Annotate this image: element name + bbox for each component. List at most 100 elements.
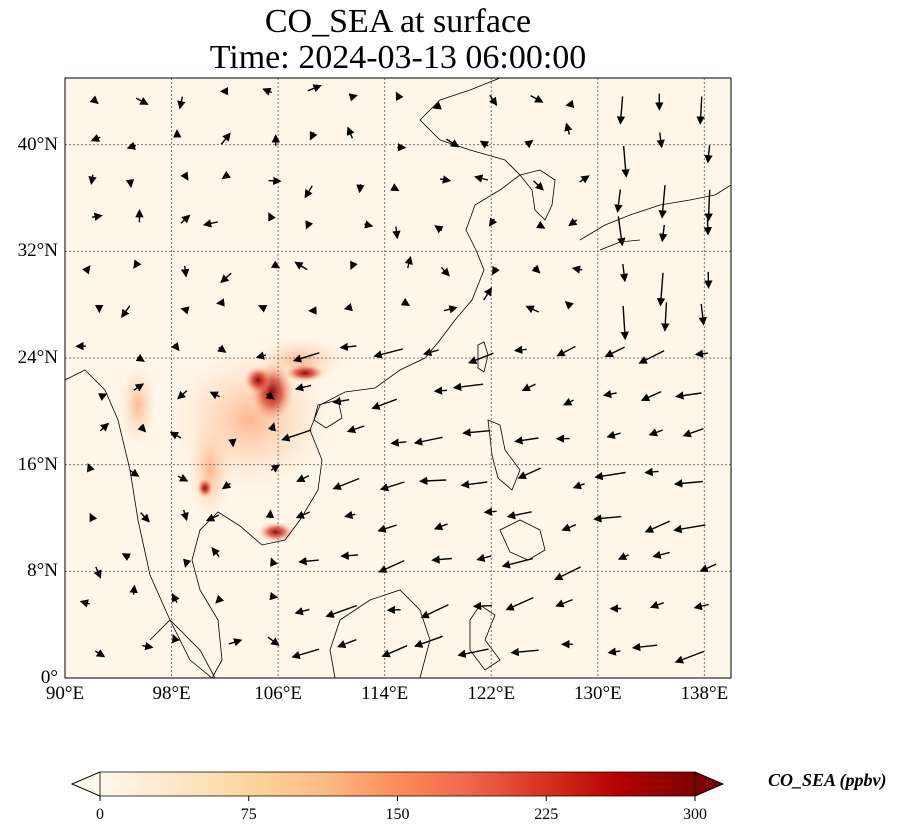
wind-arrow — [698, 303, 707, 326]
colorbar-tick-label: 225 — [534, 806, 559, 823]
wind-arrow — [180, 306, 190, 315]
wind-arrow — [269, 592, 279, 601]
colorbar-label: CO_SEA (ppbv) — [768, 770, 887, 790]
wind-arrow — [121, 305, 131, 319]
coastline-luzon — [487, 419, 521, 491]
wind-arrow — [460, 480, 488, 489]
wind-arrow — [433, 522, 448, 531]
wind-arrow — [434, 225, 444, 234]
colorbar-tick-label: 300 — [683, 806, 707, 823]
wind-arrow — [440, 266, 450, 277]
coastline-taiwan — [477, 341, 489, 373]
wind-arrow — [483, 507, 497, 516]
wind-arrow — [135, 97, 149, 105]
colorbar-extend-max — [694, 771, 725, 797]
wind-arrow — [420, 604, 449, 619]
wind-arrow — [89, 512, 98, 523]
wind-arrow — [332, 477, 360, 490]
wind-arrow — [704, 189, 713, 222]
wind-arrow — [90, 134, 101, 142]
wind-arrow — [137, 423, 147, 433]
wind-arrow — [530, 94, 544, 103]
lon-tick-label: 98°E — [152, 683, 191, 704]
wind-arrow — [395, 91, 404, 101]
wind-arrow — [413, 635, 443, 648]
coastlines — [65, 78, 731, 678]
wind-arrow — [296, 474, 310, 482]
wind-arrow — [180, 509, 189, 522]
wind-arrow — [457, 648, 489, 658]
lat-tick-label: 40°N — [17, 133, 58, 155]
wind-arrow — [268, 176, 282, 186]
wind-arrow — [216, 298, 225, 307]
wind-arrow — [221, 170, 231, 180]
wind-arrow — [621, 145, 630, 178]
wind-arrow — [658, 185, 667, 219]
wind-arrow — [228, 438, 237, 448]
wind-arrow — [305, 220, 314, 230]
wind-arrow — [563, 397, 575, 406]
wind-arrow — [267, 422, 276, 432]
wind-arrow — [644, 520, 670, 533]
lon-tick-label: 130°E — [573, 683, 622, 704]
wind-arrow — [694, 349, 708, 358]
wind-arrow — [171, 633, 180, 644]
wind-arrow — [356, 184, 365, 194]
wind-arrow — [98, 393, 108, 401]
wind-arrow — [506, 511, 532, 520]
wind-arrow — [431, 555, 452, 564]
wind-arrow — [631, 642, 658, 652]
wind-arrow — [413, 436, 443, 446]
lat-tick-label: 16°N — [17, 453, 58, 475]
wind-arrow — [344, 510, 356, 520]
wind-arrow — [696, 96, 705, 125]
wind-arrow — [294, 607, 310, 616]
wind-arrow — [561, 523, 577, 532]
wind-arrow — [443, 305, 458, 314]
wind-arrow — [531, 264, 541, 274]
wind-arrow — [467, 352, 494, 365]
wind-arrow — [336, 639, 357, 649]
wind-arrow — [656, 132, 665, 149]
wind-arrow — [176, 390, 188, 400]
wind-arrow — [491, 265, 500, 276]
wind-arrow — [221, 480, 232, 490]
wind-arrow — [607, 647, 621, 656]
wind-arrow — [704, 145, 713, 164]
wind-arrow — [142, 642, 154, 651]
wind-arrow — [703, 219, 712, 236]
wind-arrow — [488, 94, 498, 107]
wind-arrow — [644, 467, 659, 477]
wind-arrow — [89, 95, 99, 105]
wind-arrow — [82, 265, 91, 275]
wind-arrow — [348, 93, 358, 102]
wind-arrow — [432, 101, 442, 110]
wind-arrow — [292, 352, 320, 363]
wind-arrow — [202, 219, 218, 228]
map-background — [65, 78, 731, 678]
wind-arrow — [294, 383, 312, 392]
wind-arrow — [129, 468, 140, 477]
wind-arrow — [674, 650, 705, 664]
wind-arrow — [171, 593, 180, 604]
wind-arrow — [617, 552, 629, 561]
wind-arrow — [325, 604, 357, 618]
wind-arrow — [564, 122, 573, 135]
wind-arrow — [381, 645, 408, 658]
wind-arrow — [180, 214, 191, 224]
wind-arrow — [524, 139, 534, 149]
wind-arrow — [555, 598, 573, 608]
wind-arrow — [220, 132, 231, 145]
wind-arrow — [422, 348, 439, 357]
wind-arrow — [371, 398, 398, 410]
wind-arrow — [693, 602, 709, 611]
wind-arrow — [267, 636, 280, 646]
wind-arrow — [294, 261, 308, 271]
wind-arrow — [525, 305, 539, 314]
wind-arrow — [572, 481, 585, 490]
wind-arrow — [675, 391, 702, 400]
wind-arrow — [614, 189, 623, 213]
colorbar-ramp — [100, 772, 695, 796]
wind-arrow — [171, 341, 180, 352]
wind-arrow — [126, 141, 137, 150]
